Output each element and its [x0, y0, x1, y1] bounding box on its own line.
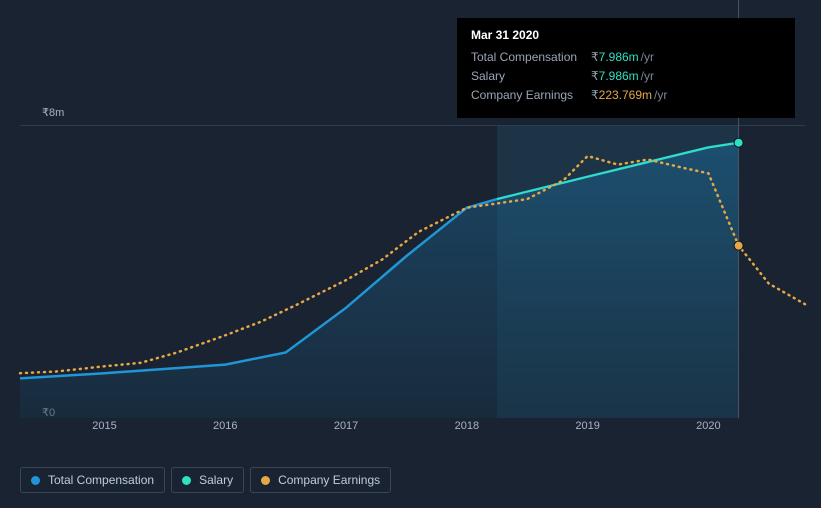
x-axis-label: 2015 [92, 420, 116, 432]
legend-label: Total Compensation [48, 473, 154, 487]
legend-item[interactable]: Company Earnings [250, 467, 391, 493]
chart-marker [734, 241, 743, 250]
tooltip-row-label: Company Earnings [471, 86, 591, 105]
legend-dot [261, 476, 270, 485]
y-axis-label-max: ₹8m [42, 106, 64, 119]
chart-legend: Total Compensation Salary Company Earnings [20, 467, 391, 493]
tooltip-date: Mar 31 2020 [471, 28, 781, 42]
legend-label: Salary [199, 473, 233, 487]
compensation-chart: ₹8m ₹0 201520162017201820192020 Mar 31 2… [20, 0, 805, 450]
tooltip-row-label: Salary [471, 67, 591, 86]
tooltip-row-value: ₹7.986m/yr [591, 48, 654, 67]
x-axis-label: 2016 [213, 420, 237, 432]
chart-tooltip: Mar 31 2020 Total Compensation₹7.986m/yr… [457, 18, 795, 118]
legend-item[interactable]: Total Compensation [20, 467, 165, 493]
tooltip-row: Salary₹7.986m/yr [471, 67, 781, 86]
x-axis-label: 2017 [334, 420, 358, 432]
x-axis-label: 2019 [575, 420, 599, 432]
legend-dot [31, 476, 40, 485]
x-axis: 2015 2016 2017 2018 2019 2020 [20, 420, 805, 440]
legend-label: Company Earnings [278, 473, 380, 487]
tooltip-row: Total Compensation₹7.986m/yr [471, 48, 781, 67]
chart-marker [734, 138, 743, 147]
legend-dot [182, 476, 191, 485]
tooltip-row: Company Earnings₹223.769m/yr [471, 86, 781, 105]
x-axis-label: 2020 [696, 420, 720, 432]
tooltip-row-value: ₹223.769m/yr [591, 86, 667, 105]
tooltip-row-value: ₹7.986m/yr [591, 67, 654, 86]
legend-item[interactable]: Salary [171, 467, 244, 493]
plot-svg [20, 125, 805, 418]
x-axis-label: 2018 [455, 420, 479, 432]
tooltip-row-label: Total Compensation [471, 48, 591, 67]
